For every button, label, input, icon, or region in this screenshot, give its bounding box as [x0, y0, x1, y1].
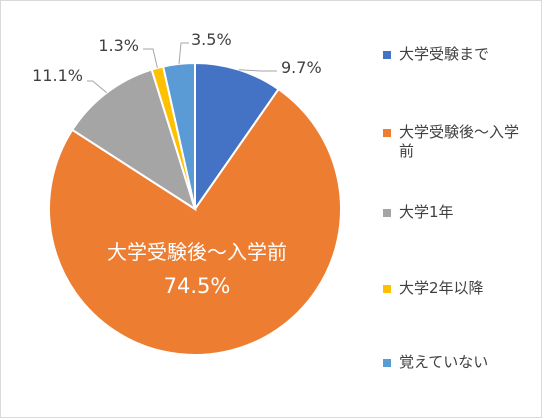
legend-item-second-year-later: 大学2年以降	[383, 279, 533, 298]
legend-label: 大学受験まで	[399, 45, 490, 63]
data-label-second-year-later: 1.3%	[98, 36, 139, 55]
legend-item-first-year: 大学1年	[383, 203, 533, 222]
inside-value-label: 74.5%	[164, 274, 231, 298]
slice-until-exam	[194, 61, 280, 213]
data-label-dont-remember: 3.5%	[191, 30, 232, 49]
legend-swatch	[383, 285, 391, 293]
leader-line-until-exam	[238, 69, 277, 72]
slice-dont-remember	[161, 61, 196, 210]
legend-swatch	[383, 359, 391, 367]
slice-first-year	[70, 68, 197, 212]
legend-swatch	[383, 209, 391, 217]
data-label-until-exam: 9.7%	[281, 58, 322, 77]
legend-item-after-exam: 大学受験後～入学前	[383, 123, 533, 161]
data-label-first-year: 11.1%	[32, 66, 83, 85]
legend-label: 覚えていない	[399, 353, 489, 371]
legend-label: 大学2年以降	[399, 279, 484, 297]
leader-line-second-year-later	[143, 48, 158, 69]
legend-swatch	[383, 129, 391, 137]
legend-label: 大学1年	[399, 203, 454, 221]
slice-after-exam	[48, 87, 342, 356]
legend-label: 大学受験後～入学前	[399, 123, 520, 160]
legend-item-dont-remember: 覚えていない	[383, 353, 533, 372]
leader-line-first-year	[87, 80, 108, 94]
leader-line-dont-remember	[178, 42, 189, 64]
inside-category-label: 大学受験後～入学前	[107, 240, 287, 264]
legend-item-until-exam: 大学受験まで	[383, 45, 533, 64]
legend-swatch	[383, 51, 391, 59]
